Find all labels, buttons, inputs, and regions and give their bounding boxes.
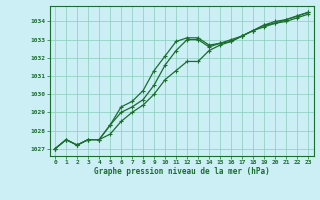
X-axis label: Graphe pression niveau de la mer (hPa): Graphe pression niveau de la mer (hPa): [94, 167, 269, 176]
